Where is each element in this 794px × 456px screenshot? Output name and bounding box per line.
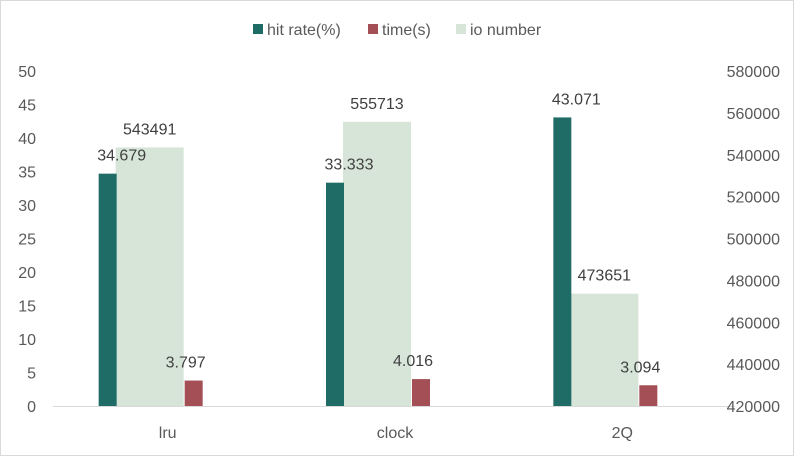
bar-hit-rate (553, 117, 572, 406)
bar-io-number (570, 293, 639, 406)
bars (98, 117, 658, 407)
data-labels: 34.679 543491 3.797 33.333 555713 4.016 43.071… (97, 91, 660, 376)
y-left-tick-label: 35 (18, 165, 36, 182)
legend-label: hit rate(%) (267, 22, 341, 39)
y-left-tick-label: 40 (18, 131, 36, 148)
legend: hit rate(%) time(s) io number (253, 22, 542, 39)
data-label-io-number: 473651 (578, 268, 631, 285)
data-label-time: 3.797 (166, 355, 206, 372)
y-right-tick-label: 480000 (727, 273, 780, 290)
y-left-tick-label: 10 (18, 332, 36, 349)
legend-label: time(s) (382, 22, 431, 39)
x-tick-label: clock (377, 425, 414, 442)
y-right-tick-label: 540000 (727, 148, 780, 165)
y-left-tick-label: 50 (18, 64, 36, 81)
y-left-tick-label: 45 (18, 98, 36, 115)
data-label-io-number: 555713 (350, 96, 403, 113)
x-tick-label: lru (159, 425, 177, 442)
y-right-tick-label: 560000 (727, 106, 780, 123)
y-right-tick-label: 580000 (727, 64, 780, 81)
data-label-io-number: 543491 (123, 121, 176, 138)
y-left-tick-label: 20 (18, 265, 36, 282)
y-left-tick-label: 30 (18, 198, 36, 215)
y-left-tick-label: 15 (18, 299, 36, 316)
y-right-tick-label: 460000 (727, 315, 780, 332)
y-left-tick-label: 0 (27, 399, 36, 416)
bar-io-number (343, 121, 411, 407)
bar-time (184, 380, 203, 406)
y-left-tick-label: 25 (18, 232, 36, 249)
legend-swatch (253, 24, 263, 34)
bar-hit-rate (326, 182, 344, 406)
legend-swatch (368, 24, 378, 34)
x-tick-label: 2Q (612, 425, 633, 442)
legend-swatch (456, 24, 466, 34)
axes: 0 5 10 15 20 25 30 35 40 45 50 420000 440000 460000 48… (18, 64, 780, 442)
bar-time (639, 385, 658, 406)
bar-hit-rate (98, 173, 117, 406)
data-label-time: 3.094 (620, 359, 660, 376)
y-right-tick-label: 520000 (727, 190, 780, 207)
y-right-tick-label: 420000 (727, 399, 780, 416)
data-label-hit-rate: 34.679 (97, 148, 146, 165)
data-label-time: 4.016 (393, 353, 433, 370)
y-right-tick-label: 500000 (727, 232, 780, 249)
bar-time (412, 379, 430, 406)
bar-io-number (115, 147, 184, 406)
data-label-hit-rate: 33.333 (325, 157, 374, 174)
y-left-tick-label: 5 (27, 366, 36, 383)
legend-label: io number (470, 22, 542, 39)
data-label-hit-rate: 43.071 (552, 91, 601, 108)
y-right-tick-label: 440000 (727, 357, 780, 374)
